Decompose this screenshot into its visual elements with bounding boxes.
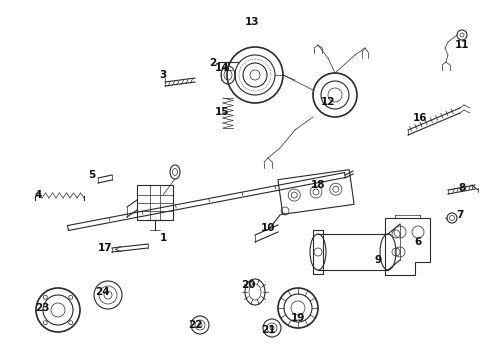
Text: 16: 16 [412, 113, 427, 123]
Text: 19: 19 [290, 313, 305, 323]
Text: 17: 17 [98, 243, 112, 253]
Text: 14: 14 [214, 63, 229, 73]
Text: 5: 5 [88, 170, 96, 180]
Text: 3: 3 [159, 70, 166, 80]
Text: 24: 24 [95, 287, 109, 297]
Text: 13: 13 [244, 17, 259, 27]
Text: 12: 12 [320, 97, 335, 107]
Text: 4: 4 [34, 190, 41, 200]
Text: 6: 6 [413, 237, 421, 247]
Text: 21: 21 [260, 325, 275, 335]
Text: 23: 23 [35, 303, 49, 313]
Text: 20: 20 [240, 280, 255, 290]
Text: 11: 11 [454, 40, 468, 50]
Text: 22: 22 [187, 320, 202, 330]
Text: 7: 7 [455, 210, 463, 220]
Text: 10: 10 [260, 223, 275, 233]
Text: 2: 2 [209, 58, 216, 68]
Text: 15: 15 [214, 107, 229, 117]
Text: 1: 1 [159, 233, 166, 243]
Text: 18: 18 [310, 180, 325, 190]
Text: 9: 9 [374, 255, 381, 265]
Text: 8: 8 [457, 183, 465, 193]
